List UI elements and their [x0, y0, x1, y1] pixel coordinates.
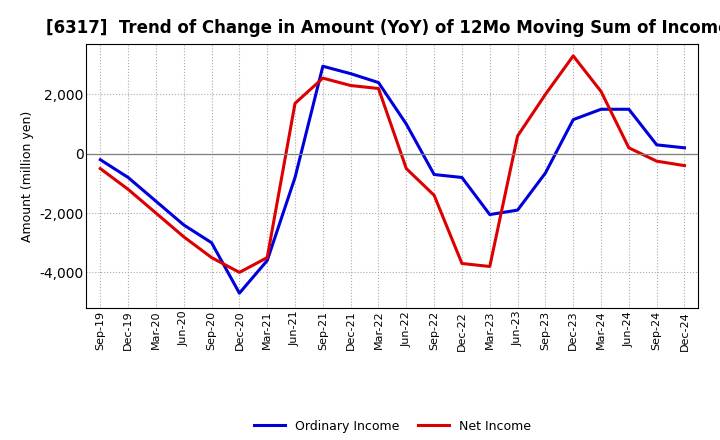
Ordinary Income [597, 106, 606, 112]
Ordinary Income [430, 172, 438, 177]
Ordinary Income [346, 71, 355, 76]
Net Income [318, 76, 327, 81]
Net Income [541, 92, 550, 97]
Ordinary Income [124, 175, 132, 180]
Ordinary Income [291, 175, 300, 180]
Net Income [179, 234, 188, 239]
Ordinary Income [569, 117, 577, 122]
Ordinary Income [513, 208, 522, 213]
Ordinary Income [152, 198, 161, 204]
Ordinary Income [179, 222, 188, 227]
Net Income [513, 133, 522, 139]
Net Income [652, 158, 661, 164]
Title: [6317]  Trend of Change in Amount (YoY) of 12Mo Moving Sum of Incomes: [6317] Trend of Change in Amount (YoY) o… [45, 19, 720, 37]
Ordinary Income [263, 258, 271, 263]
Ordinary Income [318, 64, 327, 69]
Ordinary Income [458, 175, 467, 180]
Net Income [402, 166, 410, 171]
Net Income [569, 53, 577, 59]
Net Income [96, 166, 104, 171]
Net Income [374, 86, 383, 91]
Net Income [624, 145, 633, 150]
Ordinary Income [207, 240, 216, 246]
Ordinary Income [624, 106, 633, 112]
Ordinary Income [485, 212, 494, 217]
Ordinary Income [680, 145, 689, 150]
Ordinary Income [541, 170, 550, 176]
Net Income [152, 210, 161, 216]
Y-axis label: Amount (million yen): Amount (million yen) [21, 110, 34, 242]
Ordinary Income [235, 290, 243, 296]
Ordinary Income [374, 80, 383, 85]
Net Income [207, 255, 216, 260]
Net Income [680, 163, 689, 168]
Ordinary Income [402, 121, 410, 127]
Net Income [235, 270, 243, 275]
Legend: Ordinary Income, Net Income: Ordinary Income, Net Income [248, 414, 536, 437]
Net Income [597, 89, 606, 94]
Net Income [263, 255, 271, 260]
Net Income [124, 187, 132, 192]
Ordinary Income [96, 157, 104, 162]
Net Income [430, 193, 438, 198]
Net Income [291, 101, 300, 106]
Line: Ordinary Income: Ordinary Income [100, 66, 685, 293]
Net Income [458, 261, 467, 266]
Net Income [346, 83, 355, 88]
Line: Net Income: Net Income [100, 56, 685, 272]
Net Income [485, 264, 494, 269]
Ordinary Income [652, 142, 661, 147]
